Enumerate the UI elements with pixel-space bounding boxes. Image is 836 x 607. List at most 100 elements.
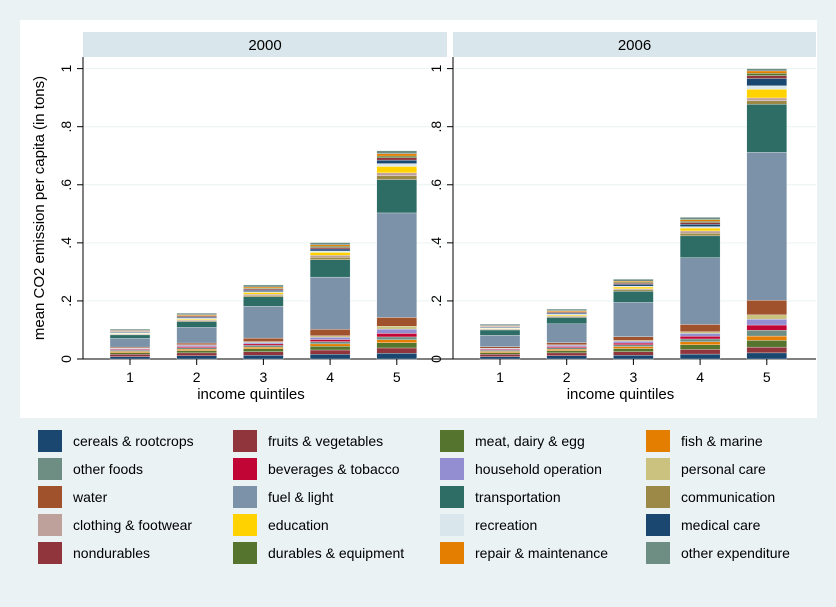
x-tick-label: 2 — [563, 369, 571, 385]
bar-segment — [109, 338, 151, 348]
legend-label: fuel & light — [268, 489, 333, 505]
bar-segment — [746, 340, 787, 348]
bar-segment — [376, 166, 417, 174]
bar-segment — [746, 352, 787, 360]
bar-segment — [746, 330, 787, 337]
legend-swatch — [440, 458, 464, 480]
bar-segment — [176, 317, 217, 319]
bar-segment — [309, 244, 351, 247]
bar-segment — [243, 342, 284, 345]
bar-segment — [376, 179, 417, 214]
bar-segment — [546, 345, 587, 347]
bar-segment — [613, 336, 654, 341]
bar-segment — [243, 305, 284, 339]
bar-segment — [613, 288, 654, 291]
bar-segment — [746, 85, 787, 90]
legend-label: household operation — [475, 461, 602, 477]
bar-segment — [243, 296, 284, 307]
legend-swatch — [440, 514, 464, 536]
bar-segment — [309, 257, 351, 260]
bar-segment — [613, 281, 654, 283]
bar-segment — [376, 326, 417, 330]
bar-segment — [309, 252, 351, 256]
bar-segment — [176, 350, 217, 354]
bar-segment — [309, 255, 351, 258]
bar-segment — [613, 283, 654, 285]
x-tick-label: 1 — [126, 369, 134, 385]
bar-segment — [746, 73, 787, 76]
x-tick-label: 5 — [763, 369, 771, 385]
bar-segment — [309, 259, 351, 278]
bar-segment — [746, 335, 787, 341]
bar-segment — [109, 334, 151, 339]
bar-segment — [613, 344, 654, 347]
legend-swatch — [646, 514, 670, 536]
bar-segment — [679, 333, 721, 337]
bar-segment — [309, 343, 351, 347]
legend-label: transportation — [475, 489, 561, 505]
legend-swatch — [38, 514, 62, 536]
bar-segment — [176, 346, 217, 348]
y-tick-label: .4 — [58, 237, 74, 249]
legend-swatch — [646, 542, 670, 564]
bar-segment — [376, 342, 417, 349]
legend-label: communication — [681, 489, 775, 505]
bar-segment — [309, 339, 351, 342]
bar-segment — [243, 284, 284, 288]
y-tick-label: 0 — [428, 355, 444, 363]
legend-label: beverages & tobacco — [268, 461, 400, 477]
bar-segment — [309, 248, 351, 252]
bar-segment — [746, 70, 787, 74]
bar-segment — [243, 288, 284, 291]
bar-segment — [309, 276, 351, 330]
bar-segment — [376, 157, 417, 161]
bar-segment — [546, 355, 587, 360]
bar-segment — [546, 350, 587, 354]
bar-segment — [746, 75, 787, 79]
bar-segment — [746, 319, 787, 326]
bar-segment — [479, 335, 521, 347]
legend-label: meat, dairy & egg — [475, 433, 585, 449]
bar-segment — [243, 351, 284, 356]
bar-segment — [613, 286, 654, 289]
bar-segment — [479, 350, 521, 352]
legend-label: fish & marine — [681, 433, 763, 449]
bar-segment — [243, 348, 284, 352]
bar-segment — [613, 341, 654, 344]
x-axis-label: income quintiles — [197, 386, 305, 403]
bar-segment — [243, 292, 284, 295]
legend-swatch — [233, 430, 257, 452]
bar-segment — [109, 354, 151, 357]
legend-swatch — [38, 542, 62, 564]
bar-segment — [679, 222, 721, 225]
bar-segment — [479, 356, 521, 360]
bar-segment — [243, 355, 284, 360]
legend-label: repair & maintenance — [475, 545, 608, 561]
x-tick-label: 5 — [393, 369, 401, 385]
bar-segment — [243, 290, 284, 292]
bar-segment — [479, 354, 521, 357]
legend-swatch — [646, 486, 670, 508]
bar-segment — [376, 155, 417, 158]
bar-segment — [613, 351, 654, 356]
bar-segment — [309, 242, 351, 246]
bar-segment — [479, 346, 521, 349]
bar-segment — [546, 312, 587, 315]
bar-segment — [746, 346, 787, 354]
bar-segment — [109, 351, 151, 353]
bar-segment — [109, 328, 151, 331]
bar-segment — [176, 345, 217, 347]
legend-swatch — [440, 430, 464, 452]
bar-segment — [546, 323, 587, 343]
legend-swatch — [233, 486, 257, 508]
bar-segment — [546, 308, 587, 311]
bar-segment — [176, 355, 217, 360]
bar-segment — [309, 337, 351, 340]
bar-segment — [176, 352, 217, 356]
y-tick-label: .4 — [428, 237, 444, 249]
bar-segment — [109, 356, 151, 360]
panel-title-2000: 2000 — [248, 37, 281, 54]
bar-segment — [746, 152, 787, 301]
bar-segment — [376, 317, 417, 327]
